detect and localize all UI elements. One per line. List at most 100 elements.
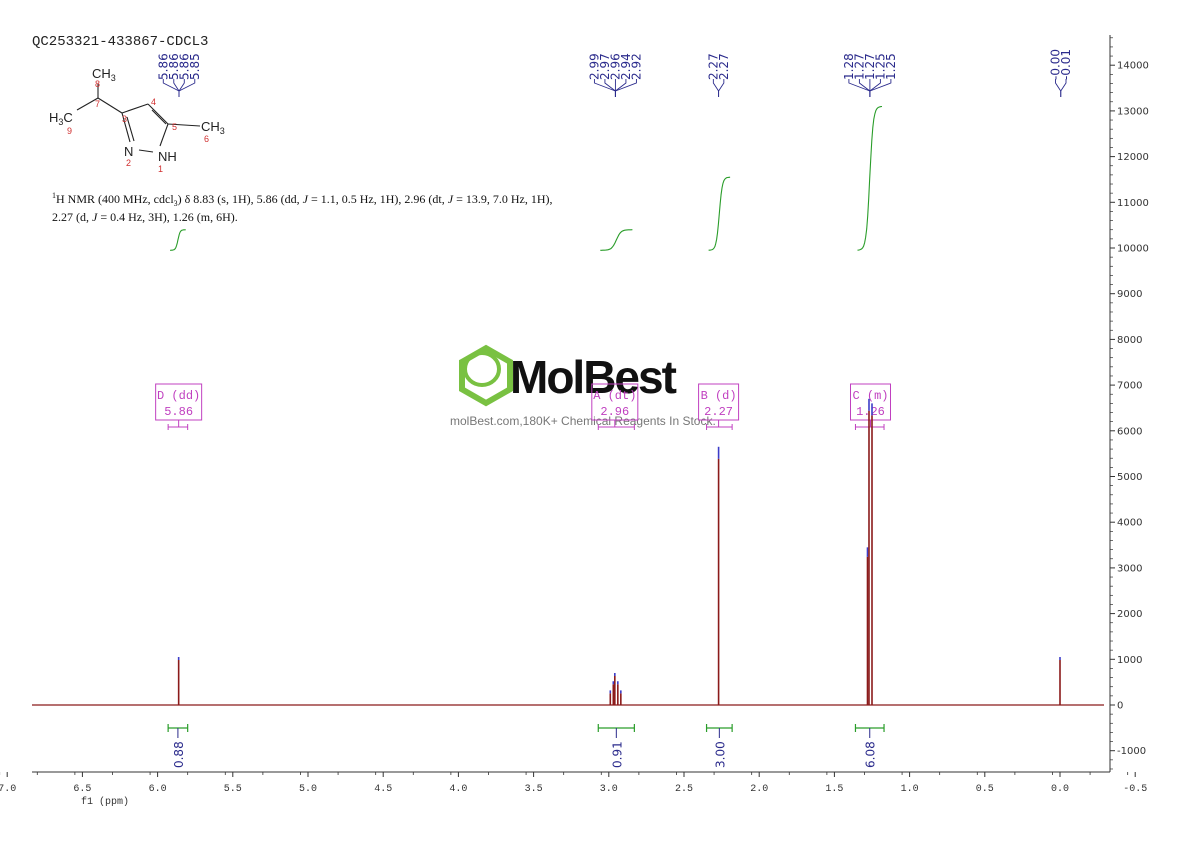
x-tick-label: 2.5: [675, 784, 693, 795]
peak-shift-label: 5.86: [167, 53, 181, 80]
bond-c7-c3: [97, 97, 123, 114]
peak-label-connector: [1055, 79, 1062, 97]
bond-c3-n2: [121, 112, 131, 143]
peak-shift-label: -0.00: [1049, 49, 1063, 80]
sample-id: QC253321-433867-CDCL3: [32, 34, 208, 50]
x-tick-label: 4.0: [449, 784, 467, 795]
bond-c7-c9: [76, 97, 99, 111]
y-tick-label: 8000: [1117, 335, 1142, 346]
peak-labels: 8.837.265.865.865.865.852.992.972.962.94…: [156, 49, 1073, 97]
x-tick-label: 0.5: [976, 784, 994, 795]
atom-h3c-left: H3C: [49, 110, 73, 127]
integral-value: 3.00: [713, 741, 727, 768]
peak-shift-label: 2.27: [706, 53, 720, 80]
peak-shift-label: 2.94: [619, 53, 633, 80]
integral-value: 6.08: [864, 741, 878, 768]
watermark-brand: MolBest: [510, 351, 677, 403]
peak-label-connector: [178, 79, 196, 97]
x-tick-label: 1.0: [901, 784, 919, 795]
y-tick-label: 1000: [1117, 655, 1142, 666]
y-tick-label: 2000: [1117, 609, 1142, 620]
x-tick-label: -0.5: [1123, 784, 1147, 795]
x-tick-label: 4.5: [374, 784, 392, 795]
logo-hexagon-icon: [459, 344, 513, 407]
peak-label-connector: [178, 79, 185, 97]
x-tick-label: 7.0: [0, 784, 16, 795]
integral-curve: [170, 229, 186, 251]
structure-labels: CH3 H3C CH3 N NH: [49, 66, 225, 164]
watermark: MolBest molBest.com,180K+ Chemical Reage…: [450, 344, 716, 428]
structure-numbers: 8 7 9 3 4 5 6 2 1: [67, 79, 209, 174]
multiplet-annotations: E (s)8.83D (dd)5.86A (dt)2.96B (d)2.27C …: [155, 383, 891, 430]
peak-shift-label: 1.27: [852, 53, 866, 80]
y-tick-label: 9000: [1117, 289, 1142, 300]
y-tick-label: 6000: [1117, 426, 1142, 437]
peak-label-connector: [614, 79, 637, 97]
peak-shift-label: 1.25: [884, 53, 898, 80]
num-9: 9: [67, 126, 72, 136]
num-8: 8: [95, 79, 100, 89]
y-tick-label: 14000: [1117, 61, 1149, 72]
integral-value: 0.88: [172, 741, 186, 768]
atom-nh: NH: [158, 149, 177, 164]
multiplet-shift: 2.96: [600, 405, 629, 419]
integral-curve: [857, 105, 883, 251]
integral-value: 0.91: [610, 741, 624, 768]
x-tick-label: 6.5: [73, 784, 91, 795]
peak-shift-label: 5.85: [188, 53, 202, 80]
peak-shift-label: 1.27: [863, 53, 877, 80]
bond-c5-n1: [159, 123, 169, 147]
peak-shift-label: 2.99: [587, 53, 601, 80]
peak-label-connector: [869, 79, 892, 97]
nmr-description-line1: 1H NMR (400 MHz, cdcl3) δ 8.83 (s, 1H), …: [52, 191, 552, 208]
bond-c4-c5: [147, 103, 169, 125]
atom-ch3-top: CH3: [92, 66, 116, 83]
peak-shift-label: 2.97: [598, 53, 612, 80]
num-7: 7: [95, 99, 100, 109]
y-tick-label: 4000: [1117, 518, 1142, 529]
num-1: 1: [158, 164, 163, 174]
num-6: 6: [204, 134, 209, 144]
multiplet-label: C (m): [852, 389, 888, 403]
atom-ch3-right: CH3: [201, 119, 225, 136]
multiplet-shift: 5.86: [164, 405, 193, 419]
bond-n2-n1: [138, 149, 154, 153]
peak-shift-label: 2.27: [717, 53, 731, 80]
multiplet-shift: 1.26: [856, 405, 885, 419]
x-axis-label: f1 (ppm): [81, 796, 129, 808]
axes: 13.513.012.512.011.511.010.510.09.59.08.…: [0, 35, 1149, 808]
x-tick-label: 0.0: [1051, 784, 1069, 795]
bond-c5-c6: [167, 123, 201, 127]
bond-c4-c5-double: [151, 109, 167, 125]
multiplet-label: B (d): [701, 389, 737, 403]
integral-curve: [708, 176, 731, 251]
peak-shift-label: 5.86: [177, 53, 191, 80]
y-tick-label: 13000: [1117, 106, 1149, 117]
peak-shift-label: 2.92: [629, 53, 643, 80]
spectrum: [32, 398, 1104, 706]
multiplet-shift: 2.27: [704, 405, 733, 419]
y-tick-label: -1000: [1117, 746, 1146, 757]
multiplet-label: D (dd): [157, 389, 200, 403]
y-tick-label: 7000: [1117, 381, 1142, 392]
x-tick-label: 2.0: [750, 784, 768, 795]
chemical-structure: [76, 84, 201, 153]
peak-shift-label: -0.01: [1059, 49, 1073, 80]
x-tick-label: 1.5: [825, 784, 843, 795]
nmr-description-line2: 2.27 (d, J = 0.4 Hz, 3H), 1.26 (m, 6H).: [52, 210, 238, 224]
y-tick-label: 11000: [1117, 198, 1149, 209]
peak-shift-label: 2.96: [608, 53, 622, 80]
num-5: 5: [172, 122, 177, 132]
integral-curve: [600, 229, 633, 251]
peak-shift-label: 1.25: [873, 53, 887, 80]
peak-label-connector: [173, 79, 180, 97]
multiplet-label: A (dt): [593, 389, 636, 403]
num-2: 2: [126, 158, 131, 168]
peak-label-connector: [1060, 79, 1067, 97]
integrals: 0.970.880.913.006.08: [167, 105, 885, 768]
watermark-tagline: molBest.com,180K+ Chemical Reagents In S…: [450, 414, 716, 428]
x-tick-label: 3.5: [525, 784, 543, 795]
x-tick-label: 6.0: [149, 784, 167, 795]
